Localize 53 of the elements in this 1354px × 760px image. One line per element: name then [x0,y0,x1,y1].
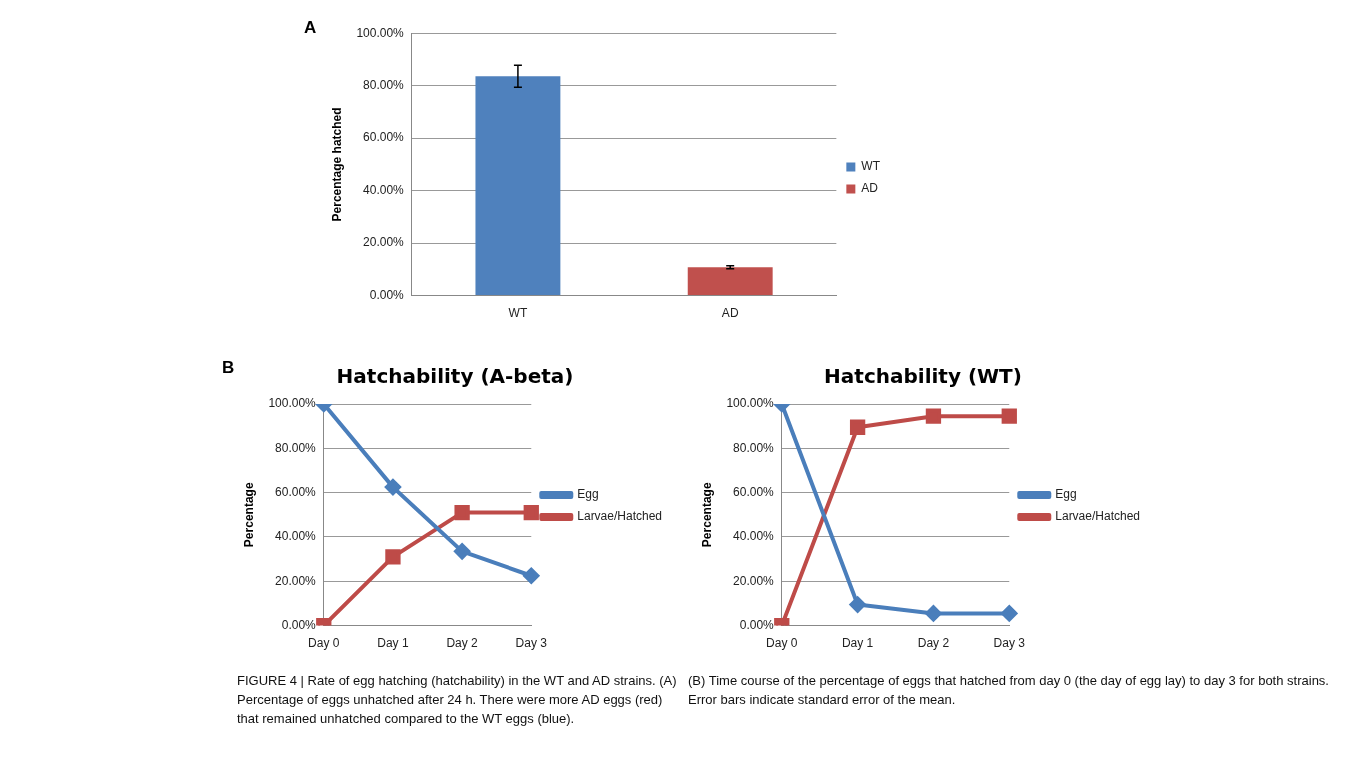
point [384,479,401,496]
point [454,504,470,521]
point [523,504,539,521]
point [385,549,401,565]
y-tick-label: 20.00% [363,235,405,250]
y-tick-label: 0.00% [739,617,775,632]
x-tick-label: Day 2 [446,636,479,651]
y-tick-label: 100.00% [268,396,317,411]
legend-label: WT [861,159,881,174]
x-tick-label: Day 0 [766,636,798,651]
point [454,543,471,560]
x-tick-label: Day 3 [993,636,1026,651]
point [523,567,540,584]
y-tick-label: 60.00% [275,484,317,499]
y-tick-label: 0.00% [369,287,405,302]
point [849,419,866,435]
x-tick-label: Day 2 [917,636,950,651]
x-tick-label: Day 1 [841,636,874,651]
y-tick-label: 20.00% [733,573,775,588]
y-tick-label: 60.00% [733,484,775,499]
y-tick-label: 80.00% [363,77,405,92]
chart-title: Hatchability (WT) [824,364,1022,389]
point [1001,408,1017,424]
y-tick-label: 40.00% [733,529,775,544]
y-axis-title: Percentage [699,482,714,548]
y-tick-label: 20.00% [275,573,317,588]
y-tick-label: 40.00% [363,182,405,197]
y-tick-label: 0.00% [281,617,317,632]
legend-label: Egg [1055,487,1077,502]
text: A [304,18,317,38]
legend-label: Larvae/Hatched [1055,509,1141,524]
text: B [222,358,235,378]
point [1001,605,1018,622]
y-tick-label: 80.00% [733,440,775,455]
chart-title: Hatchability (A-beta) [336,364,574,389]
y-tick-label: 40.00% [275,529,317,544]
y-tick-label: 100.00% [726,396,775,411]
y-tick-label: 100.00% [356,25,405,40]
y-tick-label: 80.00% [275,440,317,455]
point [849,596,866,613]
legend-label: Egg [577,487,599,502]
x-tick-label: Day 1 [377,636,409,651]
legend-label: AD [861,181,879,196]
y-axis-title: Percentage hatched [329,107,344,222]
y-tick-label: 60.00% [363,130,405,145]
point [925,605,942,622]
legend-label: Larvae/Hatched [577,509,663,524]
caption: FIGURE 4 | Rate of egg hatching (hatchability) in the WT and AD strains. (A) Percentage of eggs unhatched after 24 h. There were more AD eggs (red) that remained unhatched compared to the WT eggs (blue). [237,672,677,728]
x-tick-label: Day 3 [515,636,548,651]
point [925,408,942,424]
text: (B) Time course of the percentage of eggs that hatched from day 0 (the day of egg lay) to day 3 for both strains. Error bars indicate standard error of the mean. [688,672,1330,709]
x-tick-label: Day 0 [308,636,340,651]
y-axis-title: Percentage [241,482,256,548]
